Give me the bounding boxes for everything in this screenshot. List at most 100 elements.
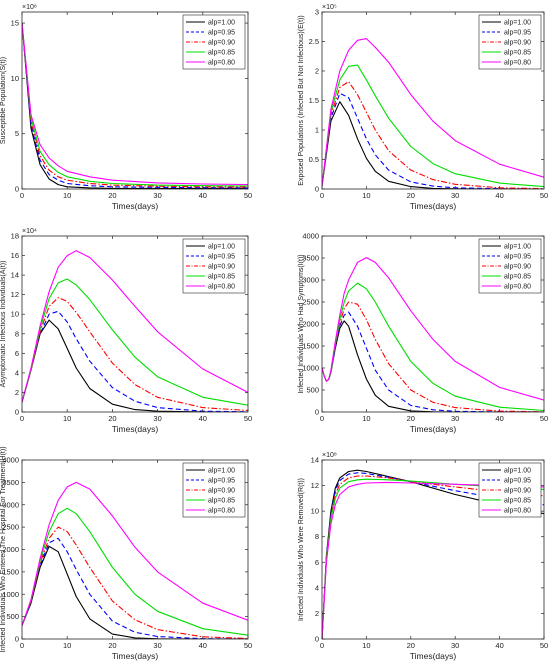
series-line-alp=1.00 — [22, 545, 248, 639]
y-tick-label: 2000 — [302, 320, 319, 329]
legend: alp=1.00 alp=0.95 alp=0.90 alp=0.85 alp=0.80 — [478, 238, 542, 294]
legend-box — [182, 462, 246, 518]
x-tick-label: 20 — [108, 414, 116, 423]
y-tick-label: 4 — [315, 583, 319, 592]
series-line-alp=0.85 — [22, 278, 248, 406]
x-tick-label: 40 — [199, 641, 207, 650]
x-tick-label: 30 — [153, 191, 161, 200]
y-tick-label: 2500 — [302, 298, 319, 307]
x-tick-label: 0 — [20, 414, 24, 423]
x-tick-label: 20 — [407, 641, 415, 650]
y-tick-label: 10 — [11, 310, 19, 319]
plot-frame — [21, 235, 249, 413]
legend: alp=1.00 alp=0.95 alp=0.90 alp=0.85 alp=0.80 — [182, 238, 246, 294]
y-axis-label: Infected Individuals Who Entered The Hos… — [0, 446, 7, 652]
plot-frame — [321, 459, 545, 640]
y-tick-label: 0 — [15, 185, 19, 194]
legend-entry: alp=0.90 — [504, 488, 531, 495]
chart-panel-2: 0 10 20 30 40 50 0 0.5 1 1.5 2 2.5 3 ×10⁵ Times(days) E… — [298, 4, 548, 211]
legend-entry: alp=0.95 — [504, 30, 531, 37]
x-tick-label: 20 — [108, 191, 116, 200]
x-tick-label: 0 — [320, 414, 324, 423]
y-tick-label: 0.5 — [309, 155, 319, 164]
x-tick-label: 0 — [320, 191, 324, 200]
series-line-alp=0.80 — [22, 250, 248, 403]
y-tick-label: 1.5 — [309, 96, 319, 105]
series-line-alp=1.00 — [322, 101, 544, 189]
x-tick-label: 50 — [540, 414, 548, 423]
legend-entry: alp=0.80 — [208, 508, 235, 515]
y-tick-label: 0 — [15, 635, 19, 644]
series-line-alp=0.95 — [322, 92, 544, 189]
legend-box — [182, 238, 246, 294]
series-line-alp=0.90 — [22, 23, 248, 188]
y-tick-label: 15 — [11, 19, 19, 28]
plot-frame — [21, 11, 249, 190]
legend-box — [478, 14, 542, 70]
x-tick-label: 50 — [244, 414, 252, 423]
y-tick-label: 2.5 — [309, 37, 319, 46]
axis-exponent: ×10⁴ — [22, 228, 37, 235]
y-tick-label: 0 — [315, 408, 319, 417]
y-tick-label: 500 — [306, 386, 319, 395]
x-tick-label: 30 — [451, 191, 459, 200]
legend-box — [182, 14, 246, 70]
series-line-alp=0.80 — [322, 257, 544, 401]
legend-entry: alp=1.00 — [208, 244, 235, 251]
legend: alp=1.00 alp=0.95 alp=0.90 alp=0.85 alp=0.80 — [478, 14, 542, 70]
y-tick-label: 4000 — [302, 232, 319, 241]
x-tick-label: 20 — [407, 191, 415, 200]
y-tick-label: 1500 — [302, 342, 319, 351]
x-tick-label: 0 — [20, 191, 24, 200]
series-line-alp=1.00 — [22, 319, 248, 412]
y-tick-label: 0 — [15, 408, 19, 417]
y-tick-label: 2000 — [2, 545, 19, 554]
y-tick-label: 4000 — [2, 456, 19, 465]
y-tick-label: 2 — [15, 388, 19, 397]
chart-panel-6: 0 10 20 30 40 50 0 2 4 6 8 10 12 14 ×10⁸ Times(days) Inf… — [298, 452, 548, 661]
y-tick-label: 1500 — [2, 567, 19, 576]
series-line-alp=0.85 — [322, 64, 544, 188]
series-line-alp=0.90 — [22, 297, 248, 412]
series-line-alp=0.95 — [22, 23, 248, 189]
x-tick-label: 0 — [20, 641, 24, 650]
legend-entry: alp=0.90 — [504, 264, 531, 271]
x-axis-label: Times(days) — [410, 424, 457, 434]
x-tick-label: 40 — [199, 414, 207, 423]
y-tick-label: 12 — [11, 290, 19, 299]
legend-entry: alp=0.90 — [208, 488, 235, 495]
x-axis-label: Times(days) — [410, 201, 457, 211]
series-line-alp=0.95 — [322, 472, 544, 639]
legend-entry: alp=0.95 — [208, 254, 235, 261]
y-tick-label: 3 — [315, 8, 319, 17]
chart-panel-5: 0 10 20 30 40 5005001000150020002500300035004… — [0, 446, 252, 661]
x-tick-label: 50 — [244, 191, 252, 200]
y-tick-label: 18 — [11, 232, 19, 241]
x-tick-label: 50 — [244, 641, 252, 650]
y-tick-label: 3000 — [302, 276, 319, 285]
y-tick-label: 3000 — [2, 500, 19, 509]
y-axis-label: Susceptible Population(S(t)) — [0, 57, 7, 144]
series-line-alp=0.90 — [22, 526, 248, 639]
axis-exponent: ×10⁸ — [322, 452, 337, 459]
x-tick-label: 50 — [540, 191, 548, 200]
legend-entry: alp=1.00 — [504, 244, 531, 251]
legend-entry: alp=1.00 — [208, 20, 235, 27]
y-tick-label: 2 — [315, 609, 319, 618]
x-tick-label: 50 — [540, 641, 548, 650]
y-tick-label: 14 — [311, 456, 319, 465]
legend-box — [478, 238, 542, 294]
series-line-alp=1.00 — [322, 320, 544, 412]
legend-entry: alp=0.80 — [208, 284, 235, 291]
y-tick-label: 2500 — [2, 523, 19, 532]
chart-panel-3: 0 10 20 30 40 50 0 2 4 6 8 10 12 14 16 18 ×10⁴ Times(days… — [0, 228, 252, 434]
legend-entry: alp=0.95 — [208, 30, 235, 37]
legend-entry: alp=0.95 — [208, 478, 235, 485]
x-tick-label: 10 — [63, 191, 71, 200]
series-line-alp=0.80 — [322, 481, 544, 639]
legend-entry: alp=0.95 — [504, 478, 531, 485]
legend-entry: alp=1.00 — [208, 468, 235, 475]
x-tick-label: 30 — [451, 414, 459, 423]
y-tick-label: 16 — [11, 251, 19, 260]
